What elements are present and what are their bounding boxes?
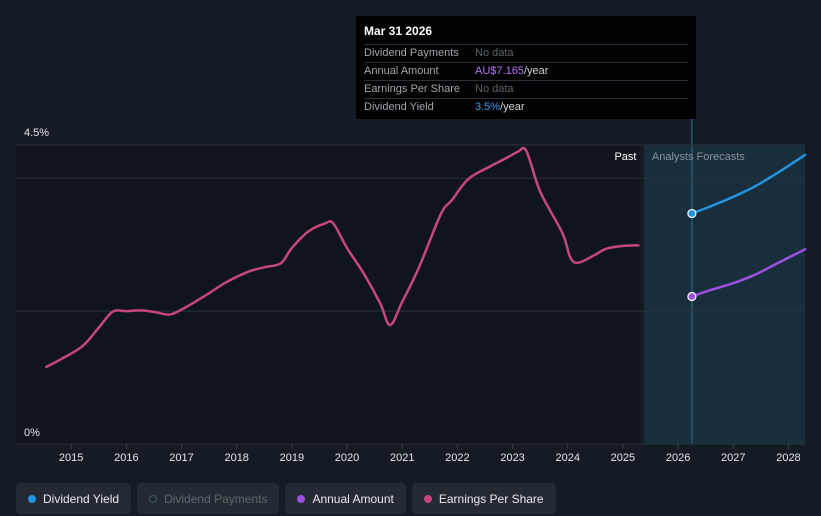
tooltip-row: Dividend Yield 3.5%/year	[364, 98, 688, 116]
tooltip-unit: /year	[500, 101, 525, 113]
legend-item-dividend-yield[interactable]: Dividend Yield	[16, 483, 132, 514]
x-tick-label: 2024	[556, 452, 580, 464]
x-axis: 2015 2016 2017 2018 2019 2020 2021 2022 2023 2024…	[59, 444, 801, 464]
tooltip-value: AU$7.165	[475, 65, 524, 77]
x-tick-label: 2015	[59, 452, 83, 464]
legend-label: Dividend Yield	[43, 491, 120, 506]
dividend-yield-point	[687, 208, 697, 219]
tooltip-row: Dividend Payments No data	[364, 44, 688, 62]
earnings-per-share-line	[45, 146, 640, 369]
x-tick-label: 2018	[224, 452, 248, 464]
y-tick-label: 4.5%	[24, 127, 49, 139]
x-tick-label: 2016	[114, 452, 138, 464]
dividend-yield-line	[690, 153, 807, 215]
tooltip-date: Mar 31 2026	[364, 24, 433, 38]
legend: Dividend Yield Dividend Payments Annual …	[16, 483, 556, 514]
x-tick-label: 2021	[390, 452, 414, 464]
x-tick-label: 2017	[169, 452, 193, 464]
tooltip-label: Earnings Per Share	[364, 83, 460, 95]
tooltip-value: No data	[475, 83, 514, 95]
legend-label: Dividend Payments	[164, 491, 268, 506]
series-lines	[45, 146, 807, 369]
tooltip-unit: /year	[523, 65, 549, 77]
annual-amount-line	[690, 248, 807, 298]
x-tick-label: 2028	[776, 452, 800, 464]
annual-amount-point	[687, 291, 697, 302]
x-tick-label: 2023	[500, 452, 524, 464]
tooltip-label: Dividend Yield	[364, 101, 434, 113]
past-label: Past	[614, 151, 636, 163]
x-tick-label: 2026	[666, 452, 690, 464]
legend-item-annual-amount[interactable]: Annual Amount	[285, 483, 406, 514]
past-region	[16, 145, 640, 444]
tooltip-label: Annual Amount	[364, 65, 439, 77]
forecast-label: Analysts Forecasts	[652, 151, 745, 163]
legend-hollow-dot-icon	[149, 494, 158, 503]
legend-label: Earnings Per Share	[438, 491, 544, 506]
x-tick-label: 2022	[445, 452, 469, 464]
series-markers	[687, 208, 697, 302]
tooltip-label: Dividend Payments	[364, 47, 459, 59]
legend-dot-icon	[423, 494, 432, 503]
legend-dot-icon	[28, 494, 36, 503]
legend-label: Annual Amount	[312, 491, 394, 506]
tooltip-row: Annual Amount AU$7.165/year	[364, 62, 688, 80]
legend-item-dividend-payments[interactable]: Dividend Payments	[137, 483, 280, 514]
x-tick-label: 2027	[721, 452, 745, 464]
y-tick-label: 0%	[24, 427, 40, 439]
tooltip-row: Earnings Per Share No data	[364, 80, 688, 98]
x-tick-label: 2025	[611, 452, 635, 464]
tooltip-value: No data	[475, 47, 514, 59]
legend-item-earnings-per-share[interactable]: Earnings Per Share	[411, 483, 556, 514]
forecast-region	[643, 145, 805, 444]
x-tick-label: 2020	[335, 452, 359, 464]
tooltip: Mar 31 2026 Dividend Payments No data An…	[356, 16, 696, 119]
x-tick-label: 2019	[280, 452, 304, 464]
tooltip-value: 3.5%	[475, 101, 501, 113]
legend-dot-icon	[297, 494, 306, 503]
